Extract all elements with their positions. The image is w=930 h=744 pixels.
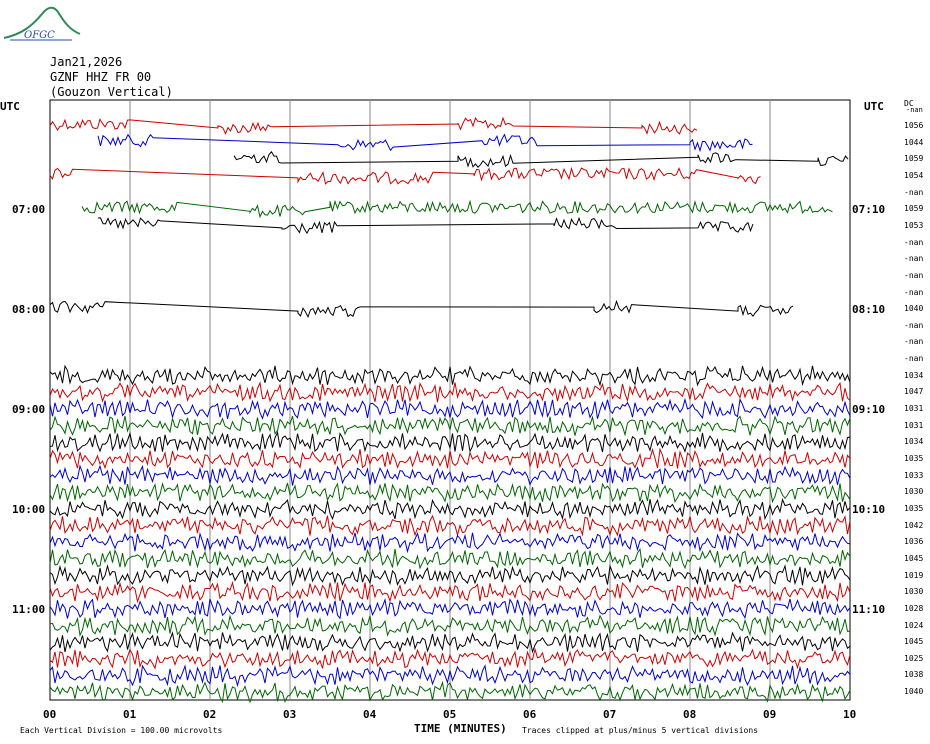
dc-value: 1047 xyxy=(904,387,924,396)
x-tick-label: 10 xyxy=(843,708,857,721)
trace-row-34 xyxy=(49,680,851,704)
x-axis-label: TIME (MINUTES) xyxy=(414,722,507,735)
right-hour-label: 07:10 xyxy=(852,203,886,216)
trace-row-1 xyxy=(97,133,753,153)
x-tick-label: 07 xyxy=(603,708,617,721)
dc-title: DC xyxy=(904,99,914,108)
logo: OFGC xyxy=(2,4,82,44)
trace-row-5 xyxy=(81,199,833,219)
dc-value: -nan xyxy=(904,337,924,346)
dc-value: 1028 xyxy=(904,604,924,613)
location-label: (Gouzon Vertical) xyxy=(50,85,173,99)
dc-value: 1034 xyxy=(904,371,924,380)
dc-value: -nan xyxy=(904,288,924,297)
dc-value: 1059 xyxy=(904,204,924,213)
dc-value: 1040 xyxy=(904,687,924,696)
x-tick-label: 02 xyxy=(203,708,217,721)
dc-value: 1053 xyxy=(904,221,924,230)
dc-value: -nan xyxy=(904,354,924,363)
left-hour-label: 10:00 xyxy=(12,503,46,516)
dc-value: 1031 xyxy=(904,404,924,413)
right-hour-label: 09:10 xyxy=(852,403,886,416)
dc-value: 1045 xyxy=(904,637,924,646)
dc-value: 1025 xyxy=(904,654,924,663)
trace-row-16 xyxy=(49,381,851,403)
trace-row-33 xyxy=(49,664,851,688)
trace-row-11 xyxy=(49,299,794,319)
trace-row-30 xyxy=(49,614,851,637)
dc-value: 1042 xyxy=(904,521,924,530)
clip-note: Traces clipped at plus/minus 5 vertical … xyxy=(522,726,759,735)
trace-row-21 xyxy=(49,464,851,486)
division-note: Each Vertical Division = 100.00 microvol… xyxy=(20,726,223,735)
right-hour-label: 11:10 xyxy=(852,603,886,616)
trace-row-18 xyxy=(49,415,851,437)
dc-value: 1019 xyxy=(904,571,924,580)
trace-row-3 xyxy=(49,166,761,185)
dc-value: -nan xyxy=(904,321,924,330)
dc-value: -nan xyxy=(904,254,924,263)
trace-row-23 xyxy=(49,497,851,521)
dc-value: 1031 xyxy=(904,421,924,430)
dc-value: 1054 xyxy=(904,171,924,180)
right-hour-label: 10:10 xyxy=(852,503,886,516)
dc-value: -nan xyxy=(904,238,924,247)
dc-value: 1045 xyxy=(904,554,924,563)
trace-row-15 xyxy=(49,364,851,387)
x-tick-label: 04 xyxy=(363,708,377,721)
trace-row-22 xyxy=(49,481,851,504)
dc-value: 1035 xyxy=(904,504,924,513)
dc-value: 1024 xyxy=(904,621,924,630)
dc-value: 1040 xyxy=(904,304,924,313)
dc-value: 1035 xyxy=(904,454,924,463)
left-hour-label: 07:00 xyxy=(12,203,46,216)
trace-row-32 xyxy=(49,647,851,670)
dc-value: 1059 xyxy=(904,154,924,163)
x-tick-label: 06 xyxy=(523,708,537,721)
logo-text: OFGC xyxy=(24,30,55,41)
station-label: GZNF HHZ FR 00 xyxy=(50,70,152,84)
trace-row-27 xyxy=(49,564,851,587)
trace-row-31 xyxy=(49,631,851,654)
right-utc-title: UTC xyxy=(864,100,884,113)
dc-subtitle: -nan xyxy=(906,106,923,114)
x-tick-label: 01 xyxy=(123,708,137,721)
date-label: Jan21,2026 xyxy=(50,55,123,69)
trace-row-29 xyxy=(49,597,851,620)
trace-row-0 xyxy=(49,116,698,135)
dc-value: 1056 xyxy=(904,121,924,130)
x-tick-label: 03 xyxy=(283,708,297,721)
dc-value: -nan xyxy=(904,188,924,197)
left-hour-label: 08:00 xyxy=(12,303,46,316)
trace-row-28 xyxy=(49,580,851,604)
left-hour-label: 09:00 xyxy=(12,403,46,416)
x-tick-label: 05 xyxy=(443,708,457,721)
x-tick-label: 00 xyxy=(43,708,57,721)
trace-row-19 xyxy=(49,430,851,453)
trace-row-25 xyxy=(49,532,851,554)
dc-value: 1033 xyxy=(904,471,924,480)
left-utc-title: UTC xyxy=(0,100,20,113)
trace-row-20 xyxy=(49,447,851,470)
left-hour-label: 11:00 xyxy=(12,603,46,616)
trace-row-6 xyxy=(97,216,754,235)
dc-value: 1034 xyxy=(904,437,924,446)
trace-row-17 xyxy=(49,397,851,420)
dc-value: 1030 xyxy=(904,587,924,596)
trace-row-2 xyxy=(233,150,849,168)
trace-row-26 xyxy=(49,547,851,570)
dc-value: 1030 xyxy=(904,487,924,496)
trace-row-24 xyxy=(49,514,851,537)
right-hour-label: 08:10 xyxy=(852,303,886,316)
dc-value: -nan xyxy=(904,271,924,280)
dc-value: 1038 xyxy=(904,670,924,679)
x-tick-label: 08 xyxy=(683,708,697,721)
dc-value: 1044 xyxy=(904,138,924,147)
dc-value: 1036 xyxy=(904,537,924,546)
x-tick-label: 09 xyxy=(763,708,777,721)
logo-mountain-icon xyxy=(3,6,81,41)
